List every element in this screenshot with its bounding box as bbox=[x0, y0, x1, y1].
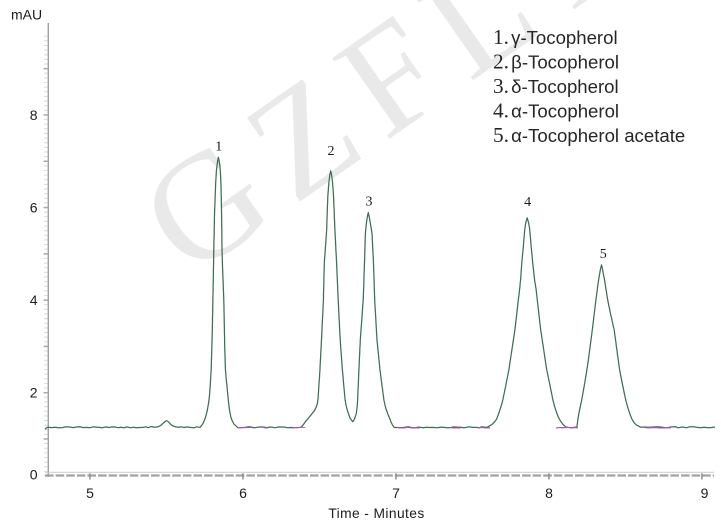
svg-text:1: 1 bbox=[215, 139, 222, 154]
svg-text:4: 4 bbox=[524, 195, 531, 210]
svg-text:6: 6 bbox=[30, 200, 38, 216]
svg-text:8: 8 bbox=[30, 107, 38, 123]
svg-text:Time - Minutes: Time - Minutes bbox=[328, 506, 424, 521]
svg-text:4: 4 bbox=[30, 292, 38, 308]
svg-text:9: 9 bbox=[701, 485, 709, 501]
svg-text:2. β-Tocopherol: 2. β-Tocopherol bbox=[493, 50, 619, 74]
svg-text:2: 2 bbox=[328, 144, 335, 159]
svg-text:3: 3 bbox=[366, 194, 373, 209]
svg-text:0: 0 bbox=[30, 467, 38, 483]
svg-text:7: 7 bbox=[392, 485, 400, 501]
svg-text:5: 5 bbox=[86, 485, 94, 501]
svg-text:6: 6 bbox=[239, 485, 247, 501]
svg-text:2: 2 bbox=[30, 385, 38, 401]
svg-text:mAU: mAU bbox=[11, 7, 42, 23]
svg-text:8: 8 bbox=[545, 485, 553, 501]
svg-text:4. α-Tocopherol: 4. α-Tocopherol bbox=[493, 99, 619, 123]
svg-text:3. δ-Tocopherol: 3. δ-Tocopherol bbox=[493, 74, 619, 98]
svg-text:1. γ-Tocopherol: 1. γ-Tocopherol bbox=[493, 25, 618, 49]
svg-text:5: 5 bbox=[600, 247, 607, 262]
svg-text:5. α-Tocopherol acetate: 5. α-Tocopherol acetate bbox=[493, 123, 685, 147]
